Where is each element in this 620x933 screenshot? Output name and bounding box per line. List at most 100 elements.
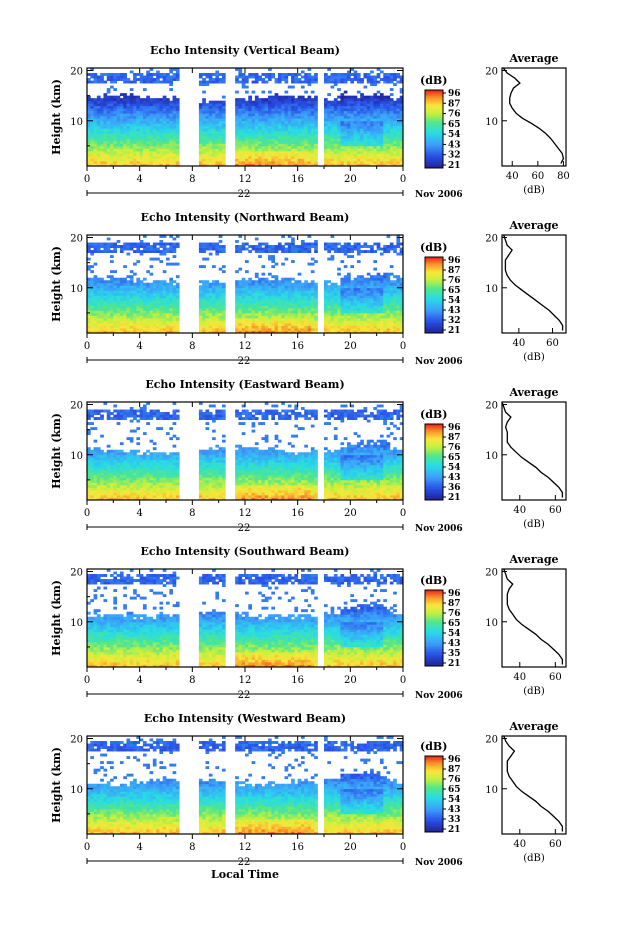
heat-cell	[110, 313, 114, 316]
heat-cell	[301, 283, 305, 286]
heat-cell	[337, 156, 341, 159]
heat-cell	[107, 126, 111, 129]
heat-cell	[146, 313, 150, 316]
heat-cell	[169, 116, 173, 119]
heat-cell	[136, 121, 140, 124]
heat-cell	[209, 158, 213, 161]
heat-cell	[354, 148, 358, 151]
heat-cell	[364, 86, 368, 89]
heat-cell	[209, 108, 213, 111]
heat-cell	[252, 303, 256, 306]
heat-cell	[153, 323, 157, 326]
heat-cell	[202, 250, 206, 253]
heat-cell	[265, 133, 269, 136]
heat-cell	[215, 158, 219, 161]
heat-cell	[357, 243, 361, 246]
heat-cell	[252, 136, 256, 139]
heat-cell	[107, 123, 111, 126]
heat-cell	[288, 143, 292, 146]
heat-cell	[166, 293, 170, 296]
heat-cell	[370, 141, 374, 144]
heat-cell	[275, 293, 279, 296]
heat-cell	[350, 265, 354, 268]
heat-cell	[153, 328, 157, 331]
heat-cell	[117, 133, 121, 136]
heat-cell	[344, 283, 348, 286]
heat-cell	[199, 285, 203, 288]
heat-cell	[261, 113, 265, 116]
heat-cell	[314, 290, 318, 293]
heat-cell	[90, 106, 94, 109]
heat-cell	[123, 146, 127, 149]
heat-cell	[255, 328, 259, 331]
heat-cell	[261, 126, 265, 129]
heat-cell	[396, 290, 400, 293]
heat-cell	[133, 298, 137, 301]
heat-cell	[387, 73, 391, 76]
heat-cell	[350, 136, 354, 139]
heat-cell	[278, 136, 282, 139]
heat-cell	[136, 293, 140, 296]
heat-cell	[206, 113, 210, 116]
heat-cell	[238, 248, 242, 251]
heat-cell	[314, 298, 318, 301]
heat-cell	[94, 323, 98, 326]
heat-cell	[238, 293, 242, 296]
heat-cell	[252, 73, 256, 76]
heat-cell	[242, 305, 246, 308]
colorbar-step	[425, 139, 443, 141]
heat-cell	[242, 245, 246, 248]
heat-cell	[291, 103, 295, 106]
heat-cell	[314, 123, 318, 126]
heat-cell	[294, 151, 298, 154]
heat-cell	[163, 295, 167, 298]
heat-cell	[156, 131, 160, 134]
heat-cell	[288, 283, 292, 286]
heat-cell	[344, 151, 348, 154]
heat-cell	[153, 118, 157, 121]
heat-cell	[238, 98, 242, 101]
heat-cell	[202, 303, 206, 306]
heat-cell	[285, 285, 289, 288]
heat-cell	[120, 73, 124, 76]
heat-cell	[314, 288, 318, 291]
heat-cell	[107, 288, 111, 291]
heat-cell	[340, 141, 344, 144]
heat-cell	[258, 146, 262, 149]
heat-cell	[298, 138, 302, 141]
heat-cell	[107, 151, 111, 154]
heat-cell	[281, 325, 285, 328]
heat-cell	[199, 106, 203, 109]
heat-cell	[387, 128, 391, 131]
heat-cell	[103, 81, 107, 84]
heat-cell	[127, 280, 131, 283]
heat-cell	[159, 146, 163, 149]
heat-cell	[360, 293, 364, 296]
heat-cell	[360, 305, 364, 308]
heat-cell	[130, 323, 134, 326]
heat-cell	[281, 323, 285, 326]
heat-cell	[350, 158, 354, 161]
heat-cell	[324, 298, 328, 301]
heat-cell	[255, 161, 259, 164]
heat-cell	[311, 103, 315, 106]
heat-cell	[344, 290, 348, 293]
heat-cell	[212, 73, 216, 76]
heat-cell	[153, 248, 157, 251]
heat-cell	[159, 138, 163, 141]
heat-cell	[248, 290, 252, 293]
heat-cell	[301, 148, 305, 151]
heat-cell	[245, 118, 249, 121]
heat-cell	[331, 305, 335, 308]
heat-cell	[354, 156, 358, 159]
heat-cell	[143, 76, 147, 79]
heat-cell	[130, 295, 134, 298]
heat-cell	[140, 320, 144, 323]
heat-cell	[100, 136, 104, 139]
heat-cell	[367, 151, 371, 154]
heat-cell	[281, 108, 285, 111]
heat-cell	[94, 308, 98, 311]
heat-cell	[271, 113, 275, 116]
heat-cell	[373, 98, 377, 101]
heat-cell	[288, 305, 292, 308]
